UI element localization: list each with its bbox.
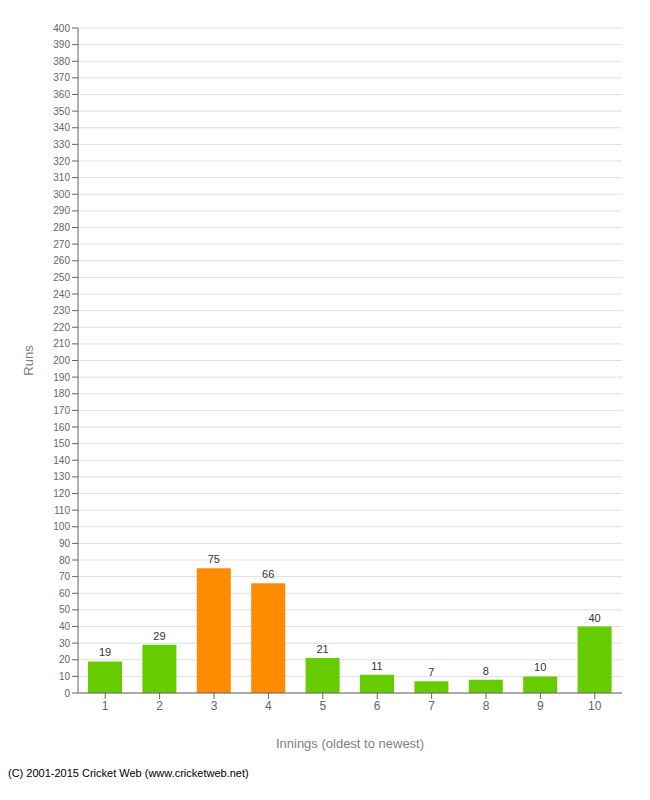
svg-text:280: 280 (53, 222, 70, 233)
svg-text:160: 160 (53, 422, 70, 433)
svg-text:7: 7 (428, 666, 434, 678)
svg-text:10: 10 (588, 699, 602, 713)
svg-text:Innings (oldest to newest): Innings (oldest to newest) (276, 736, 424, 751)
svg-text:270: 270 (53, 239, 70, 250)
svg-text:70: 70 (59, 571, 71, 582)
svg-text:75: 75 (208, 553, 220, 565)
svg-text:140: 140 (53, 455, 70, 466)
svg-text:230: 230 (53, 305, 70, 316)
svg-text:170: 170 (53, 405, 70, 416)
svg-text:150: 150 (53, 438, 70, 449)
svg-text:40: 40 (59, 621, 71, 632)
svg-text:60: 60 (59, 588, 71, 599)
svg-text:200: 200 (53, 355, 70, 366)
svg-text:40: 40 (588, 612, 600, 624)
svg-text:390: 390 (53, 39, 70, 50)
svg-text:2: 2 (156, 699, 163, 713)
svg-text:400: 400 (53, 23, 70, 34)
svg-text:370: 370 (53, 72, 70, 83)
svg-text:10: 10 (534, 661, 546, 673)
svg-text:4: 4 (265, 699, 272, 713)
html-text:(C) 2001-2015 Cricket Web (www: (C) 2001-2015 Cricket Web (www.cricketwe… (8, 767, 249, 779)
svg-text:10: 10 (59, 671, 71, 682)
svg-text:19: 19 (99, 646, 111, 658)
svg-text:210: 210 (53, 338, 70, 349)
svg-text:5: 5 (319, 699, 326, 713)
svg-text:360: 360 (53, 89, 70, 100)
svg-text:29: 29 (153, 630, 165, 642)
svg-text:190: 190 (53, 372, 70, 383)
svg-text:330: 330 (53, 139, 70, 150)
svg-text:21: 21 (316, 643, 328, 655)
svg-text:130: 130 (53, 471, 70, 482)
svg-text:180: 180 (53, 388, 70, 399)
svg-text:3: 3 (211, 699, 218, 713)
svg-text:340: 340 (53, 122, 70, 133)
svg-text:9: 9 (537, 699, 544, 713)
svg-text:6: 6 (374, 699, 381, 713)
svg-text:8: 8 (483, 699, 490, 713)
svg-text:30: 30 (59, 638, 71, 649)
svg-text:290: 290 (53, 205, 70, 216)
svg-text:260: 260 (53, 255, 70, 266)
svg-text:Runs: Runs (21, 345, 36, 376)
svg-text:350: 350 (53, 106, 70, 117)
svg-text:300: 300 (53, 189, 70, 200)
svg-text:380: 380 (53, 56, 70, 67)
svg-text:100: 100 (53, 521, 70, 532)
svg-text:310: 310 (53, 172, 70, 183)
svg-text:320: 320 (53, 156, 70, 167)
svg-text:220: 220 (53, 322, 70, 333)
svg-text:90: 90 (59, 538, 71, 549)
svg-text:110: 110 (54, 505, 70, 516)
svg-text:11: 11 (371, 660, 382, 672)
svg-text:240: 240 (53, 289, 70, 300)
svg-text:8: 8 (483, 665, 489, 677)
svg-text:120: 120 (53, 488, 70, 499)
svg-text:66: 66 (262, 568, 274, 580)
svg-text:80: 80 (59, 555, 71, 566)
svg-text:7: 7 (428, 699, 435, 713)
svg-text:20: 20 (59, 654, 71, 665)
svg-text:0: 0 (64, 688, 70, 699)
svg-text:250: 250 (53, 272, 70, 283)
svg-text:50: 50 (59, 604, 71, 615)
svg-text:1: 1 (102, 699, 109, 713)
